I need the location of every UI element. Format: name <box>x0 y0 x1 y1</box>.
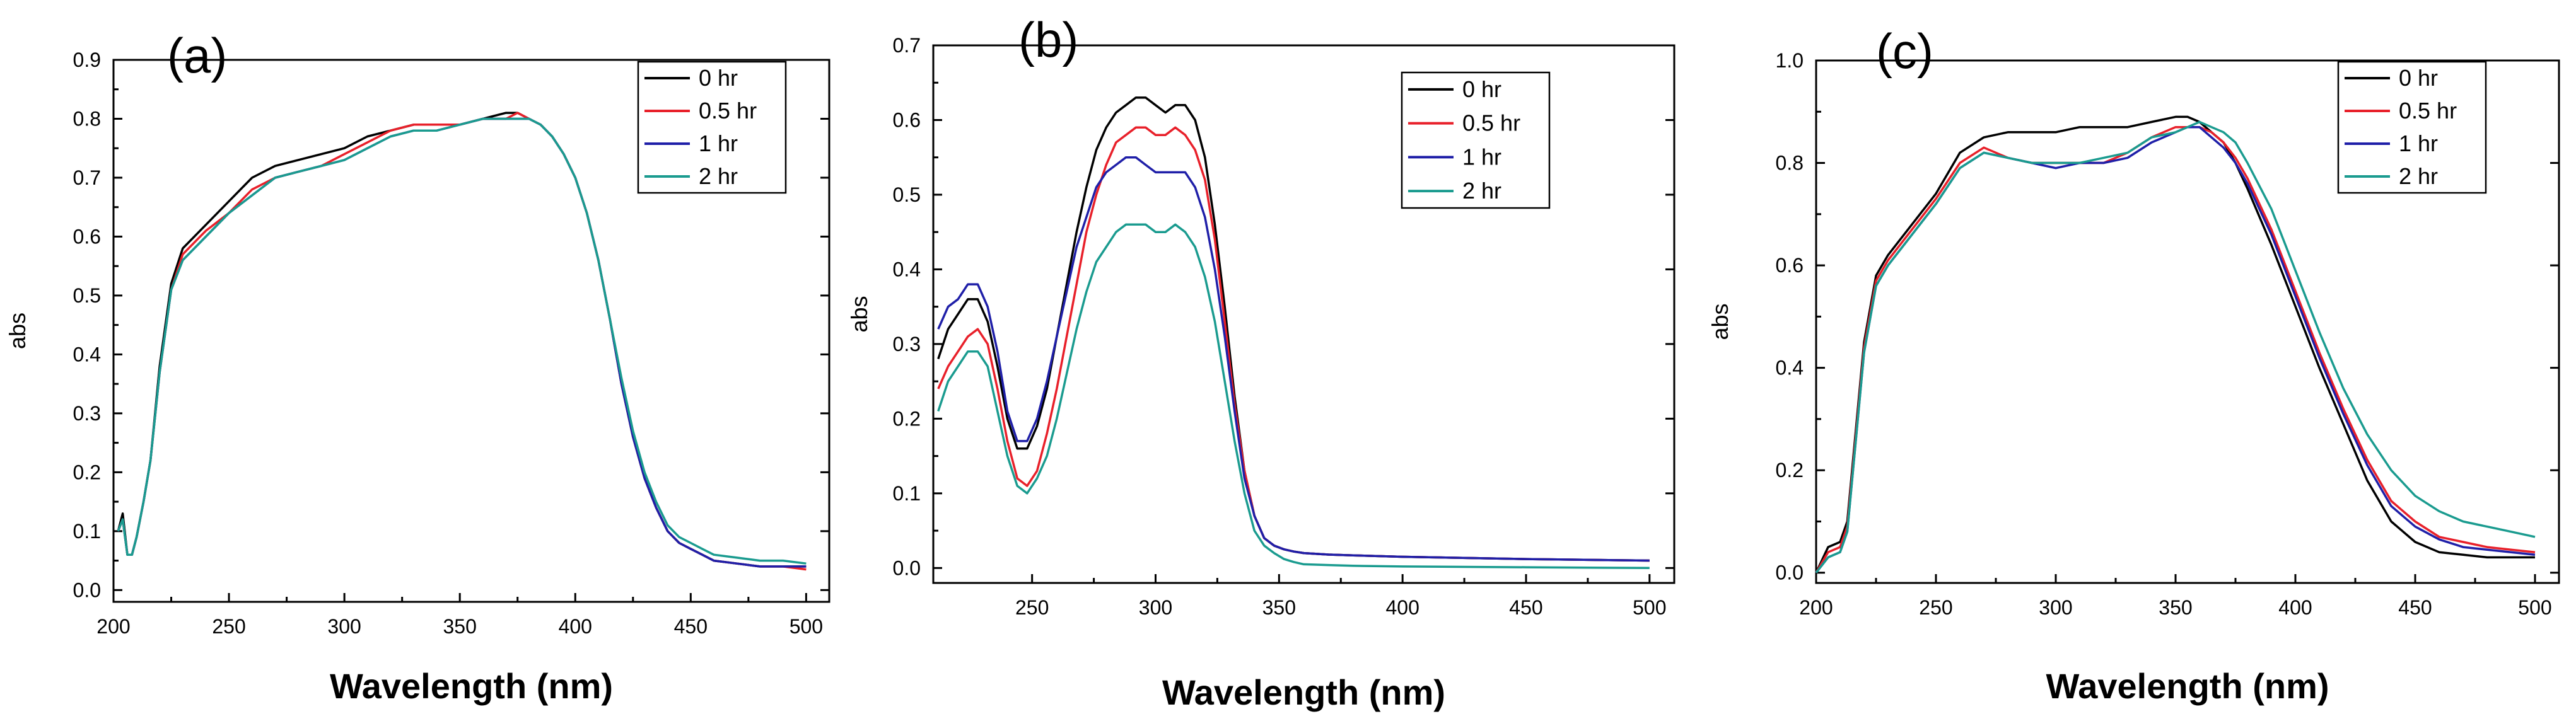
legend-entry: 0 hr <box>1462 76 1501 102</box>
x-tick-label: 300 <box>1139 596 1172 619</box>
x-tick-label: 350 <box>443 615 476 638</box>
y-tick-label: 0.1 <box>893 482 921 505</box>
legend-entry: 0 hr <box>2399 65 2438 91</box>
x-tick-label: 200 <box>96 615 130 638</box>
legend-entry: 2 hr <box>1462 178 1501 204</box>
y-tick-label: 0.1 <box>73 520 101 543</box>
plot-frame <box>112 59 830 603</box>
y-tick-label: 0.2 <box>73 461 101 483</box>
legend-entry: 0 hr <box>699 65 738 91</box>
x-tick-label: 400 <box>2278 596 2312 619</box>
legend-entry: 0.5 hr <box>1462 110 1520 136</box>
legend-entry: 1 hr <box>1462 144 1501 170</box>
y-tick-label: 0.9 <box>73 49 101 71</box>
y-tick-label: 0.6 <box>893 108 921 131</box>
y-tick-label: 0.2 <box>893 407 921 430</box>
y-tick-label: 0.5 <box>893 183 921 206</box>
x-tick-label: 300 <box>327 615 361 638</box>
legend-entry: 0.5 hr <box>699 98 757 124</box>
y-tick-label: 0.0 <box>1776 562 1804 584</box>
y-tick-label: 0.6 <box>1776 254 1804 277</box>
plot-frame <box>932 44 1676 584</box>
legend-entry: 2 hr <box>2399 163 2438 189</box>
x-tick-label: 350 <box>2159 596 2192 619</box>
y-tick-label: 0.4 <box>893 258 921 280</box>
series-line-1-hr <box>1815 125 2536 573</box>
x-tick-label: 450 <box>1509 596 1542 619</box>
x-tick-label: 400 <box>1385 596 1419 619</box>
x-axis-label: Wavelength (nm) <box>2046 666 2329 706</box>
y-tick-label: 1.0 <box>1776 49 1804 72</box>
x-tick-label: 450 <box>2398 596 2432 619</box>
y-tick-label: 0.4 <box>73 343 101 366</box>
x-tick-label: 250 <box>212 615 245 638</box>
x-tick-label: 350 <box>1262 596 1296 619</box>
y-tick-label: 0.5 <box>73 284 101 307</box>
legend: 0 hr 0.5 hr 1 hr 2 hr <box>1401 71 1551 209</box>
chart-panel-a: 0.0 0.1 0.2 0.3 0.4 0.5 0.6 0.7 0.8 0.9 200 250 300 3… <box>4 28 830 706</box>
x-axis-label: Wavelength (nm) <box>330 666 613 706</box>
x-tick-label: 500 <box>790 615 823 638</box>
series-line-2-hr <box>1815 120 2536 573</box>
series-line-1-hr <box>937 156 1650 562</box>
plot-frame <box>1815 59 2560 584</box>
x-tick-label: 400 <box>559 615 592 638</box>
x-tick-label: 200 <box>1799 596 1833 619</box>
legend-entry: 1 hr <box>699 130 738 156</box>
y-tick-label: 0.4 <box>1776 357 1804 379</box>
legend-entry: 0.5 hr <box>2399 98 2457 124</box>
y-tick-label: 0.0 <box>893 556 921 579</box>
y-tick-label: 0.8 <box>1776 152 1804 175</box>
y-tick-label: 0.7 <box>73 166 101 189</box>
x-tick-label: 500 <box>1633 596 1666 619</box>
panel-label: (a) <box>167 28 227 83</box>
legend: 0 hr 0.5 hr 1 hr 2 hr <box>637 60 787 194</box>
chart-panel-b: 0.0 0.1 0.2 0.3 0.4 0.5 0.6 0.7 250 300 350 400 450 5… <box>846 12 1676 712</box>
series-line-2-hr <box>117 117 807 565</box>
legend: 0 hr 0.5 hr 1 hr 2 hr <box>2337 60 2487 194</box>
y-tick-label: 0.7 <box>893 34 921 57</box>
legend-box <box>637 60 787 194</box>
legend-box <box>1401 71 1551 209</box>
y-axis-label: abs <box>846 296 872 332</box>
x-tick-label: 250 <box>1015 596 1049 619</box>
series-line-2-hr <box>937 223 1650 570</box>
x-tick-label: 500 <box>2518 596 2551 619</box>
x-tick-label: 300 <box>2039 596 2072 619</box>
panel-label: (b) <box>1018 12 1078 67</box>
x-tick-label: 250 <box>1919 596 1952 619</box>
y-tick-label: 0.2 <box>1776 459 1804 481</box>
y-tick-label: 0.6 <box>73 225 101 248</box>
y-tick-label: 0.0 <box>73 579 101 601</box>
legend-box <box>2337 60 2487 194</box>
y-tick-label: 0.8 <box>73 107 101 130</box>
x-axis-label: Wavelength (nm) <box>1162 672 1445 712</box>
x-tick-label: 450 <box>674 615 708 638</box>
series-line-0-5-hr <box>1815 125 2536 573</box>
y-axis-label: abs <box>1707 303 1733 340</box>
y-axis-label: abs <box>4 313 30 349</box>
chart-panel-c: 0.0 0.2 0.4 0.6 0.8 1.0 200 250 300 350 400 450 500 a… <box>1707 23 2560 706</box>
series-line-0-hr <box>1815 115 2535 573</box>
legend-entry: 1 hr <box>2399 130 2438 156</box>
y-tick-label: 0.3 <box>73 402 101 425</box>
panel-label: (c) <box>1876 23 1933 79</box>
legend-entry: 2 hr <box>699 163 738 189</box>
y-tick-label: 0.3 <box>893 333 921 355</box>
